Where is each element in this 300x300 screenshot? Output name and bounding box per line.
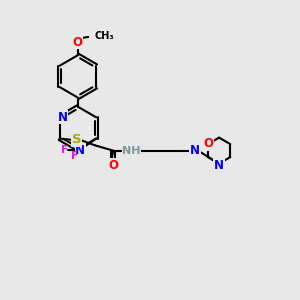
- Text: N: N: [190, 144, 200, 157]
- Text: NH: NH: [122, 146, 141, 156]
- Text: S: S: [72, 134, 81, 146]
- Text: N: N: [75, 144, 85, 157]
- Text: N: N: [57, 111, 68, 124]
- Text: F: F: [71, 151, 78, 161]
- Text: F: F: [61, 145, 68, 155]
- Text: CH₃: CH₃: [95, 31, 115, 41]
- Text: O: O: [73, 36, 83, 49]
- Text: N: N: [214, 158, 224, 172]
- Text: O: O: [203, 137, 214, 150]
- Text: F: F: [71, 138, 78, 148]
- Text: O: O: [108, 159, 118, 172]
